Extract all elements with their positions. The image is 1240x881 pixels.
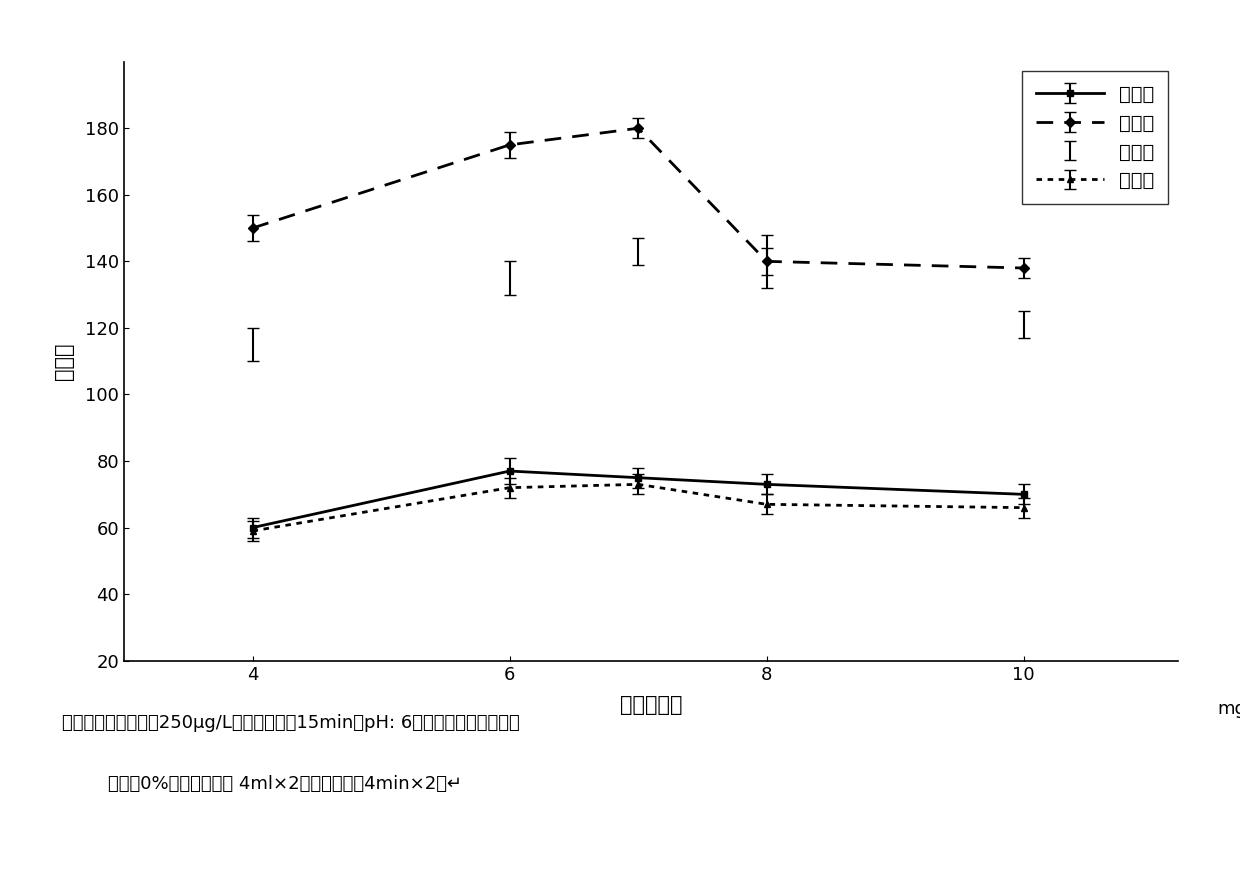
Text: 盐度：0%；洗脱剂用量 4ml×2；洗脱时间：4min×2）↵: 盐度：0%；洗脱剂用量 4ml×2；洗脱时间：4min×2）↵ <box>62 775 463 793</box>
Legend: 多菌灵, 三唑酮, 溴虫腈, 唑螨酯: 多菌灵, 三唑酮, 溴虫腈, 唑螨酯 <box>1022 71 1168 204</box>
Text: mg: mg <box>1216 700 1240 718</box>
X-axis label: 吸附剂用量: 吸附剂用量 <box>620 695 682 714</box>
Y-axis label: 峰面积: 峰面积 <box>53 343 74 380</box>
Text: （萃取条件：浓度：250μg/L；萃取时间：15min；pH: 6；洗脱剂：乙酸乙酯；: （萃取条件：浓度：250μg/L；萃取时间：15min；pH: 6；洗脱剂：乙酸… <box>62 714 520 731</box>
